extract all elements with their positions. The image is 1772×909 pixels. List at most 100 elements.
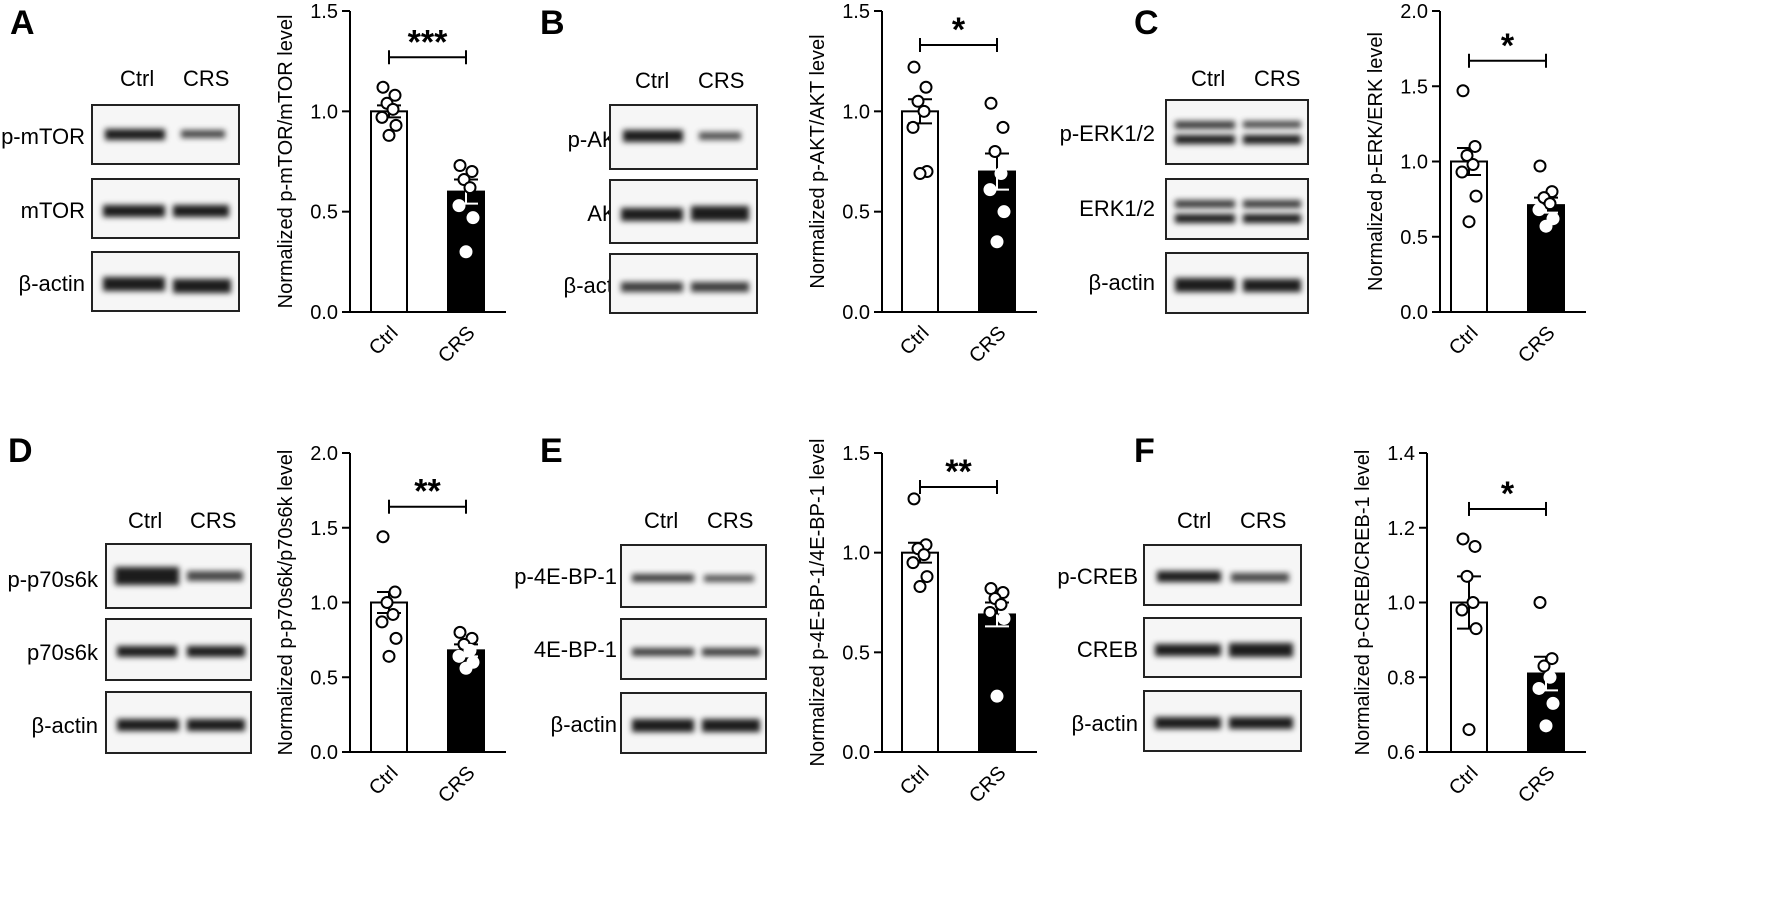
data-point	[1543, 197, 1557, 211]
data-point	[917, 548, 931, 562]
x-tick-label: Ctrl	[365, 322, 403, 360]
y-tick-label: 0.5	[842, 642, 870, 664]
data-point	[382, 649, 396, 663]
data-point	[1455, 603, 1469, 617]
y-tick-label: 0.6	[1387, 742, 1415, 764]
data-point	[906, 120, 920, 134]
blot-band	[1175, 200, 1235, 208]
panel-b: B Ctrl CRS p-AKT AKT β-actin 0.00.51.01.…	[540, 0, 1155, 400]
lane-label-crs: CRS	[190, 508, 237, 533]
data-point	[1539, 219, 1553, 233]
blot-label-actin: β-actin	[550, 712, 617, 737]
panel-letter: E	[540, 432, 563, 470]
data-point	[375, 615, 389, 629]
blot-band	[1155, 644, 1221, 656]
data-point	[453, 159, 467, 173]
significance-label: ***	[408, 23, 448, 61]
western-blot-phospho	[1165, 99, 1309, 165]
y-tick-label: 1.2	[1387, 518, 1415, 540]
y-tick-label: 0.0	[310, 742, 338, 764]
data-point	[453, 625, 467, 639]
y-tick-label: 1.0	[1387, 593, 1415, 615]
bar-ctrl	[370, 110, 408, 314]
y-tick-label: 2.0	[310, 443, 338, 465]
western-blot-phospho	[609, 104, 758, 170]
y-axis-label: Normalized p-mTOR/mTOR level	[275, 15, 297, 309]
data-point	[917, 104, 931, 118]
western-blot-actin	[620, 692, 767, 754]
data-point	[388, 88, 402, 102]
data-point	[996, 120, 1010, 134]
data-point	[1455, 165, 1469, 179]
data-point	[983, 605, 997, 619]
western-blot-actin	[1165, 252, 1309, 314]
data-point	[1466, 158, 1480, 172]
bar-chart-f: 0.6 0.8 1.0 1.2 1.4 Normalized p-CREB/CREB-1 …	[1352, 443, 1586, 807]
bar-ctrl	[901, 110, 939, 314]
y-tick-label: 1.4	[1387, 443, 1415, 465]
western-blot-total	[91, 178, 240, 239]
y-tick-label: 0.8	[1387, 667, 1415, 689]
blot-band	[1229, 717, 1293, 729]
western-blot-actin	[105, 691, 252, 754]
panel-letter: C	[1134, 4, 1159, 42]
lane-label-ctrl: Ctrl	[644, 508, 679, 533]
y-tick-label: 1.0	[1400, 152, 1428, 174]
y-tick-label: 1.0	[842, 543, 870, 565]
lane-label-crs: CRS	[1254, 66, 1301, 91]
data-point	[463, 643, 477, 657]
western-blot-phospho	[1143, 544, 1302, 606]
western-blot-total	[620, 618, 767, 680]
data-point	[990, 235, 1004, 249]
y-tick-label: 1.5	[310, 518, 338, 540]
data-point	[382, 128, 396, 142]
blot-band	[115, 567, 179, 585]
x-tick-label: Ctrl	[1445, 322, 1483, 360]
western-blot-total	[609, 179, 758, 244]
data-point	[1532, 203, 1546, 217]
blot-band	[1243, 279, 1301, 292]
blot-band	[632, 719, 694, 732]
data-point	[1468, 539, 1482, 553]
panel-e: E Ctrl CRS p-4E-BP-1 4E-BP-1 β-actin 0.0…	[514, 432, 1155, 909]
y-tick-label: 1.5	[842, 1, 870, 23]
panel-f: F Ctrl CRS p-CREB CREB β-actin 0.6 0.8 1.0…	[1057, 432, 1770, 909]
x-tick-label: Ctrl	[1445, 762, 1483, 800]
lane-label-crs: CRS	[1240, 508, 1287, 533]
significance-label: *	[1501, 27, 1515, 65]
bar-crs	[978, 613, 1016, 753]
blot-band	[1243, 200, 1301, 208]
blot-band	[117, 719, 179, 731]
data-point	[1462, 215, 1476, 229]
x-tick-label: CRS	[1514, 322, 1559, 367]
blot-label-total: ERK1/2	[1079, 196, 1155, 221]
blot-band	[117, 646, 177, 657]
western-blot-actin	[609, 253, 758, 314]
western-blot-phospho	[620, 544, 767, 608]
lane-label-ctrl: Ctrl	[1191, 66, 1226, 91]
y-axis-label: Normalized p-4E-BP-1/4E-BP-1 level	[807, 439, 829, 767]
blot-label-total: p70s6k	[27, 640, 98, 665]
bar-chart-d: 0.0 0.5 1.0 1.5 2.0 Normalized p-p70s6k/p70s6…	[275, 443, 506, 807]
data-point	[1469, 189, 1483, 203]
panel-letter: B	[540, 4, 565, 42]
blot-band	[691, 206, 749, 221]
western-blot-total	[105, 618, 252, 681]
data-point	[463, 181, 477, 195]
blot-band	[1229, 643, 1293, 657]
significance-label: *	[1501, 475, 1515, 513]
data-point	[1460, 148, 1474, 162]
y-axis-label: Normalized p-AKT/AKT level	[807, 34, 829, 288]
y-tick-label: 0.5	[1400, 227, 1428, 249]
western-blot-phospho	[91, 104, 240, 165]
x-tick-label: CRS	[965, 762, 1010, 807]
data-point	[459, 245, 473, 259]
data-point	[997, 611, 1011, 625]
x-tick-label: CRS	[1514, 762, 1559, 807]
blot-label-phospho: p-mTOR	[1, 124, 85, 149]
blot-band	[699, 132, 741, 140]
data-point	[1546, 696, 1560, 710]
data-point	[907, 492, 921, 506]
western-blot-total	[1143, 617, 1302, 678]
data-point	[1456, 84, 1470, 98]
